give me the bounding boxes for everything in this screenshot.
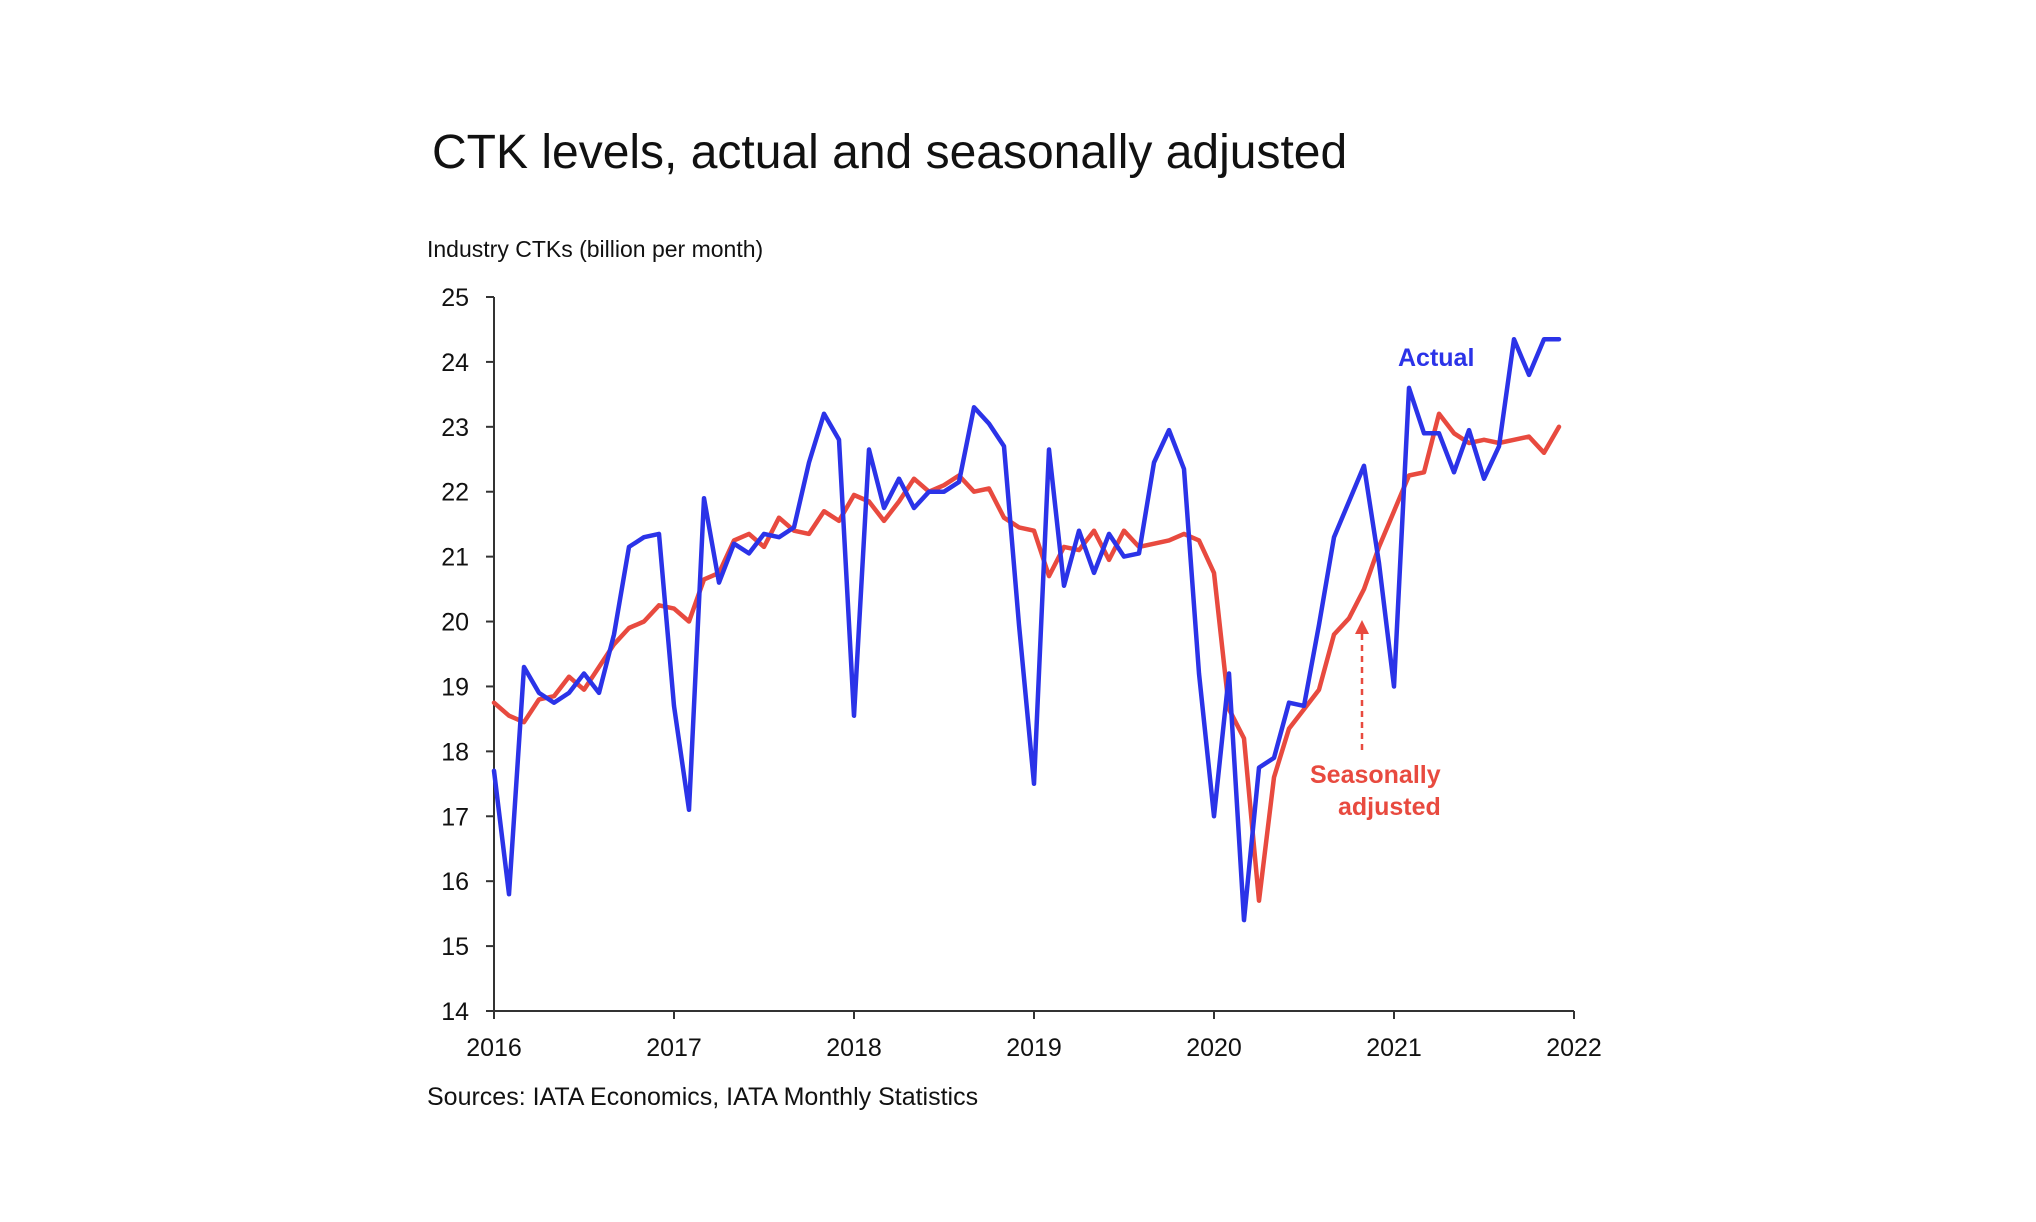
x-tick-label: 2017 [646, 1034, 702, 1062]
y-tick-label: 22 [441, 479, 469, 507]
y-tick-label: 14 [441, 998, 469, 1026]
actual-series-label: Actual [1398, 344, 1474, 372]
seasonally-adjusted-label-line1: Seasonally [1310, 761, 1441, 789]
y-tick-label: 21 [441, 544, 469, 572]
seasonally-adjusted-arrow-head [1355, 620, 1369, 634]
x-tick-label: 2018 [826, 1034, 882, 1062]
y-tick-label: 16 [441, 868, 469, 896]
x-tick-label: 2020 [1186, 1034, 1242, 1062]
x-tick-label: 2021 [1366, 1034, 1422, 1062]
x-ticks: 2016 2017 2018 2019 2020 2021 2022 [466, 1011, 1602, 1062]
actual-series-line [491, 336, 1562, 923]
y-ticks: 14 15 16 17 18 19 20 21 22 23 24 25 [441, 284, 494, 1026]
y-tick-label: 17 [441, 803, 469, 831]
x-tick-label: 2019 [1006, 1034, 1062, 1062]
y-axis-label: Industry CTKs (billion per month) [427, 236, 763, 262]
y-tick-label: 19 [441, 673, 469, 701]
y-tick-label: 25 [441, 284, 469, 312]
annotation-layer: Actual Seasonally adjusted [1310, 344, 1474, 821]
seasonally-adjusted-label-line2: adjusted [1338, 793, 1441, 821]
x-tick-label: 2022 [1546, 1034, 1602, 1062]
x-tick-label: 2016 [466, 1034, 522, 1062]
chart-title: CTK levels, actual and seasonally adjust… [432, 126, 1347, 179]
y-tick-label: 23 [441, 414, 469, 442]
source-note: Sources: IATA Economics, IATA Monthly St… [427, 1083, 978, 1111]
y-tick-label: 15 [441, 933, 469, 961]
series-layer [491, 336, 1562, 923]
seasonally-adjusted-series-line [491, 411, 1562, 903]
y-tick-label: 18 [441, 738, 469, 766]
y-tick-label: 24 [441, 349, 469, 377]
y-tick-label: 20 [441, 609, 469, 637]
